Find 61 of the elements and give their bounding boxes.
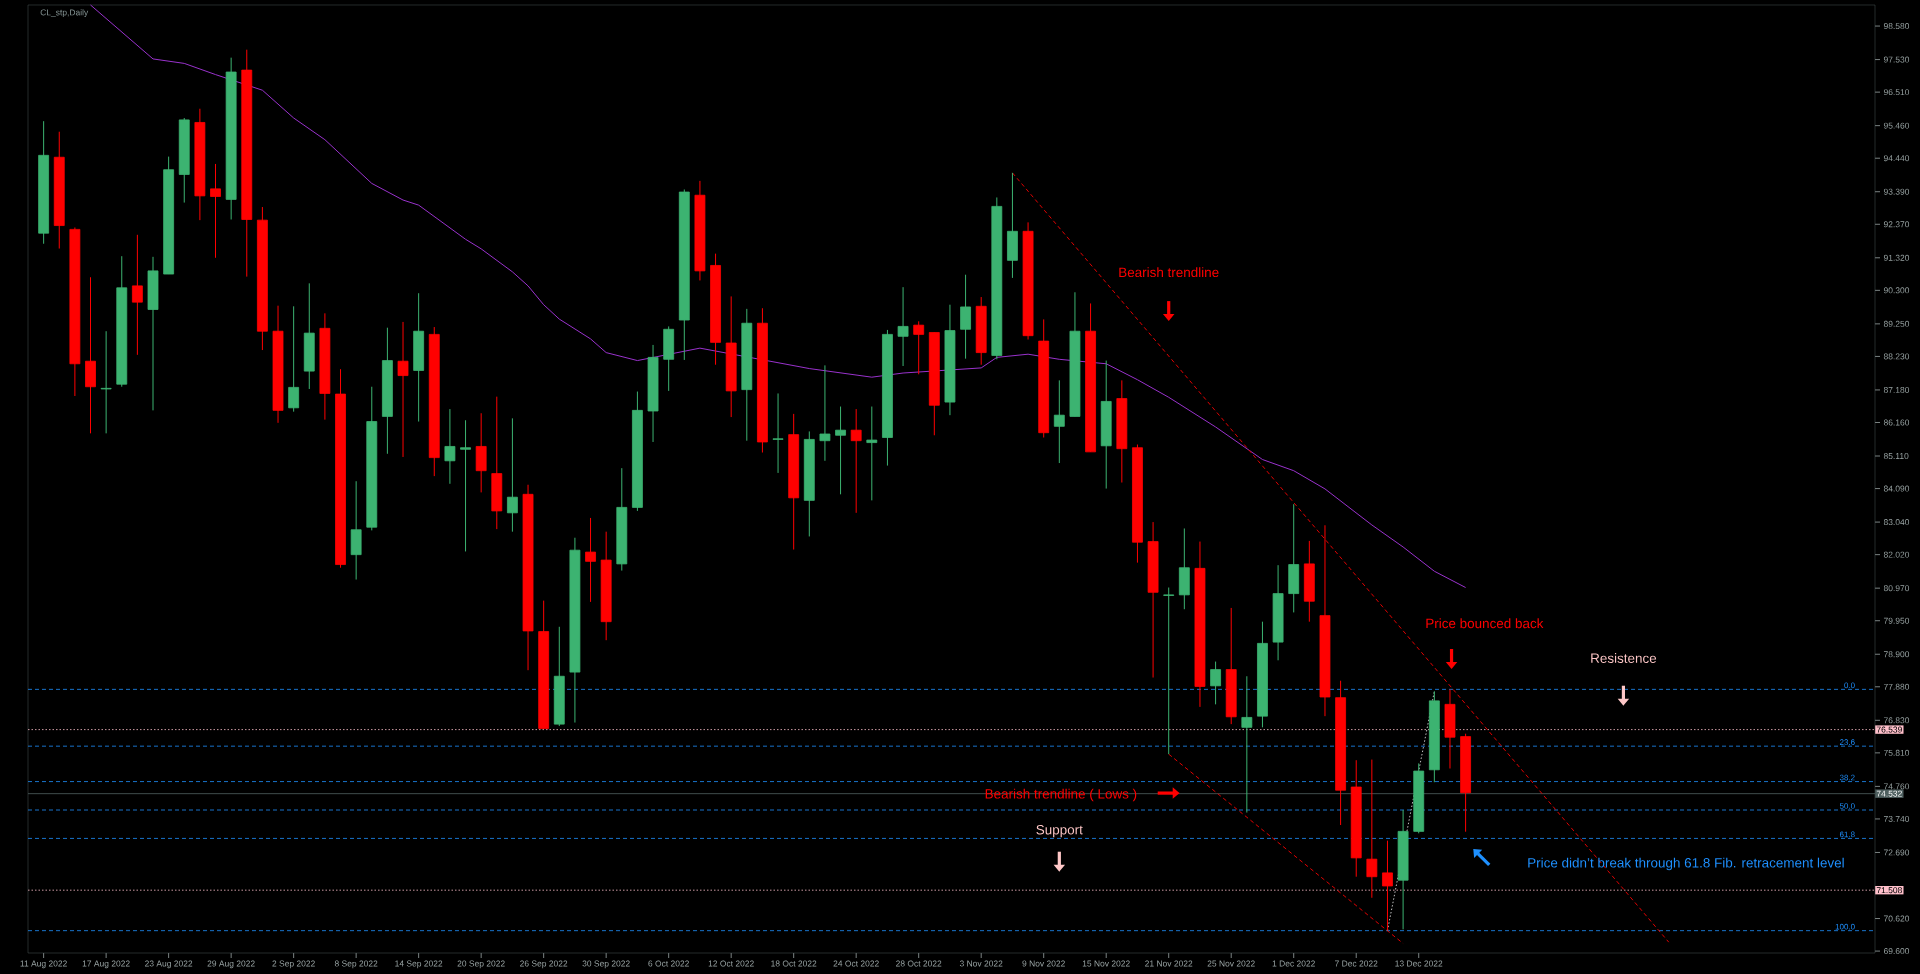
x-tick-label: 11 Aug 2022 xyxy=(20,960,67,969)
y-tick-label: 72.690 xyxy=(1883,849,1910,856)
y-tick-label: 88.230 xyxy=(1883,353,1910,360)
y-tick-label: 96.510 xyxy=(1883,89,1910,96)
y-tick-label: 83.040 xyxy=(1883,519,1910,526)
x-tick-label: 6 Oct 2022 xyxy=(648,960,689,967)
y-tick-label: 87.180 xyxy=(1883,386,1910,393)
y-tick-label: 82.020 xyxy=(1883,551,1910,558)
x-tick-label: 7 Dec 2022 xyxy=(1335,960,1378,967)
x-tick-label: 9 Nov 2022 xyxy=(1022,960,1065,967)
x-tick-label: 18 Oct 2022 xyxy=(771,960,817,967)
y-tick-label: 95.460 xyxy=(1883,122,1910,129)
annotation: Bearish trendline ( Lows ) xyxy=(985,788,1137,802)
y-tick-label: 77.880 xyxy=(1883,683,1910,690)
ref-line-label: 74.532 xyxy=(1876,790,1902,797)
y-tick-label: 84.090 xyxy=(1883,485,1910,492)
y-tick-label: 85.110 xyxy=(1883,453,1909,460)
y-tick-label: 97.530 xyxy=(1883,56,1910,63)
annotation: Bearish trendline xyxy=(1119,267,1219,278)
y-tick-label: 94.440 xyxy=(1883,155,1910,162)
x-tick-label: 25 Nov 2022 xyxy=(1207,960,1255,967)
x-tick-label: 15 Nov 2022 xyxy=(1082,960,1130,967)
y-tick-label: 91.320 xyxy=(1883,254,1910,261)
x-tick-label: 21 Nov 2022 xyxy=(1145,960,1193,967)
x-tick-label: 1 Dec 2022 xyxy=(1272,960,1315,967)
x-tick-label: 13 Dec 2022 xyxy=(1395,960,1443,967)
annotation: Price bounced back xyxy=(1426,618,1544,629)
x-tick-label: 26 Sep 2022 xyxy=(520,960,568,969)
x-tick-label: 20 Sep 2022 xyxy=(457,960,505,969)
y-tick-label: 76.830 xyxy=(1883,717,1910,724)
annotation: Resistence xyxy=(1591,653,1657,663)
chart-title: CL_stp,Daily xyxy=(40,9,89,18)
x-tick-label: 23 Aug 2022 xyxy=(145,960,193,969)
y-tick-label: 98.580 xyxy=(1883,23,1910,30)
x-tick-label: 24 Oct 2022 xyxy=(833,960,879,967)
y-tick-label: 79.950 xyxy=(1883,617,1910,624)
x-tick-label: 2 Sep 2022 xyxy=(272,960,315,969)
y-tick-label: 89.250 xyxy=(1883,320,1910,327)
y-tick-label: 93.390 xyxy=(1883,188,1910,195)
x-tick-label: 30 Sep 2022 xyxy=(582,960,630,969)
x-tick-label: 8 Sep 2022 xyxy=(334,960,378,969)
x-tick-label: 29 Aug 2022 xyxy=(207,960,255,969)
x-tick-label: 28 Oct 2022 xyxy=(896,960,942,967)
ref-line-label: 71.508 xyxy=(1876,887,1902,894)
y-tick-label: 75.810 xyxy=(1883,749,1910,756)
x-tick-label: 3 Nov 2022 xyxy=(959,960,1003,967)
ref-line-label: 76.539 xyxy=(1876,726,1902,733)
y-tick-label: 86.160 xyxy=(1883,419,1910,426)
y-tick-label: 73.740 xyxy=(1883,815,1910,822)
x-tick-label: 14 Sep 2022 xyxy=(395,960,443,969)
y-tick-label: 90.300 xyxy=(1883,287,1910,294)
annotation: Price didn’t break through 61.8 Fib. retracement level xyxy=(1528,857,1844,871)
y-tick-label: 69.600 xyxy=(1883,948,1910,955)
y-tick-label: 70.620 xyxy=(1883,915,1910,922)
x-tick-label: 17 Aug 2022 xyxy=(82,960,130,969)
y-tick-label: 80.970 xyxy=(1883,585,1910,592)
annotation: Support xyxy=(1036,824,1083,838)
y-tick-label: 74.760 xyxy=(1883,783,1910,790)
y-tick-label: 78.900 xyxy=(1883,651,1910,658)
y-tick-label: 92.370 xyxy=(1883,221,1910,228)
x-tick-label: 12 Oct 2022 xyxy=(708,960,754,967)
